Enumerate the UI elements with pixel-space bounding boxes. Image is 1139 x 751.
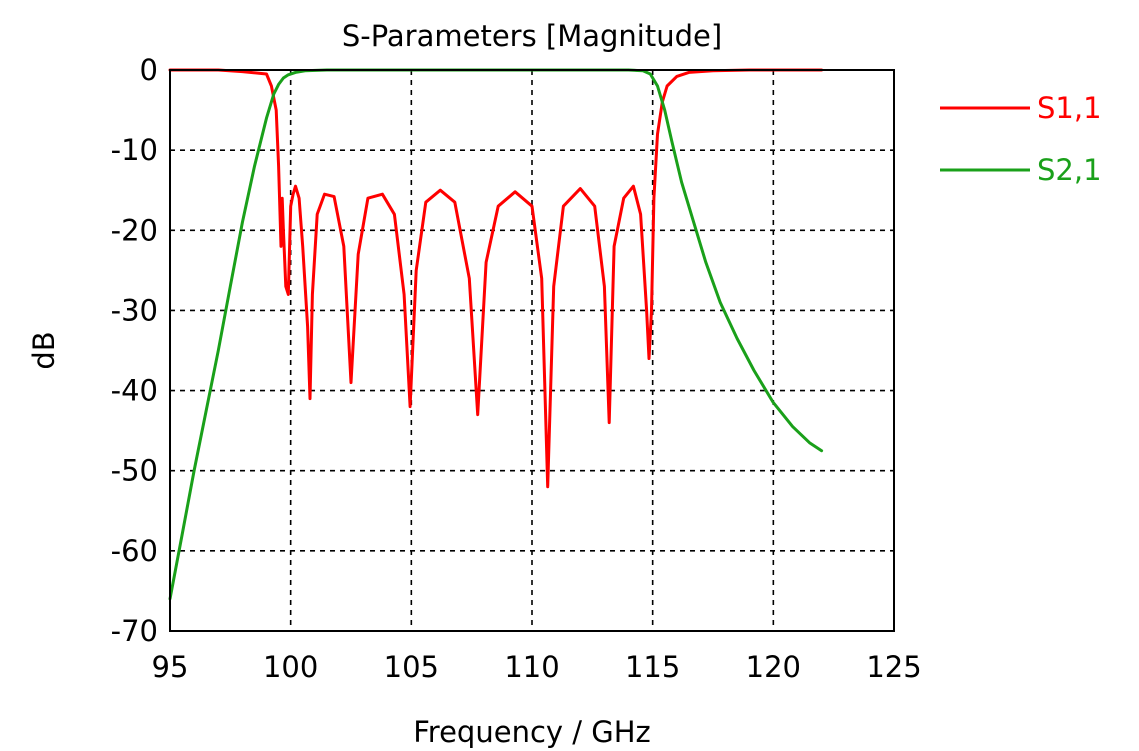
y-tick-label: -50 (111, 454, 158, 488)
y-tick-label: -40 (111, 374, 158, 408)
series-line-0 (168, 68, 824, 489)
x-tick-label: 100 (263, 650, 318, 684)
legend-label: S2,1 (1037, 153, 1102, 187)
y-tick-label: 0 (140, 53, 158, 87)
x-tick-label: 110 (504, 650, 559, 684)
series-lines (168, 68, 824, 601)
x-tick-label: 105 (384, 650, 439, 684)
x-axis-label: Frequency / GHz (413, 715, 651, 749)
x-tick-label: 95 (152, 650, 189, 684)
x-tick-label: 115 (625, 650, 680, 684)
x-tick-label: 120 (746, 650, 801, 684)
chart-title: S-Parameters [Magnitude] (342, 19, 722, 53)
x-tick-label: 125 (866, 650, 921, 684)
y-tick-label: -20 (111, 213, 158, 247)
y-tick-label: -30 (111, 293, 158, 327)
legend: S1,1 S2,1 (940, 91, 1102, 187)
y-tick-label: -10 (111, 133, 158, 167)
series-line-1 (168, 68, 824, 601)
y-tick-label: -60 (111, 534, 158, 568)
y-tick-label: -70 (111, 614, 158, 648)
plot-frame (169, 69, 895, 632)
y-axis-label: dB (27, 331, 61, 369)
axis-ticks: 95 100 105 110 115 120 125 0 -10 -20 -30 -40 -50 -60 -… (111, 53, 922, 684)
legend-label: S1,1 (1037, 91, 1102, 125)
